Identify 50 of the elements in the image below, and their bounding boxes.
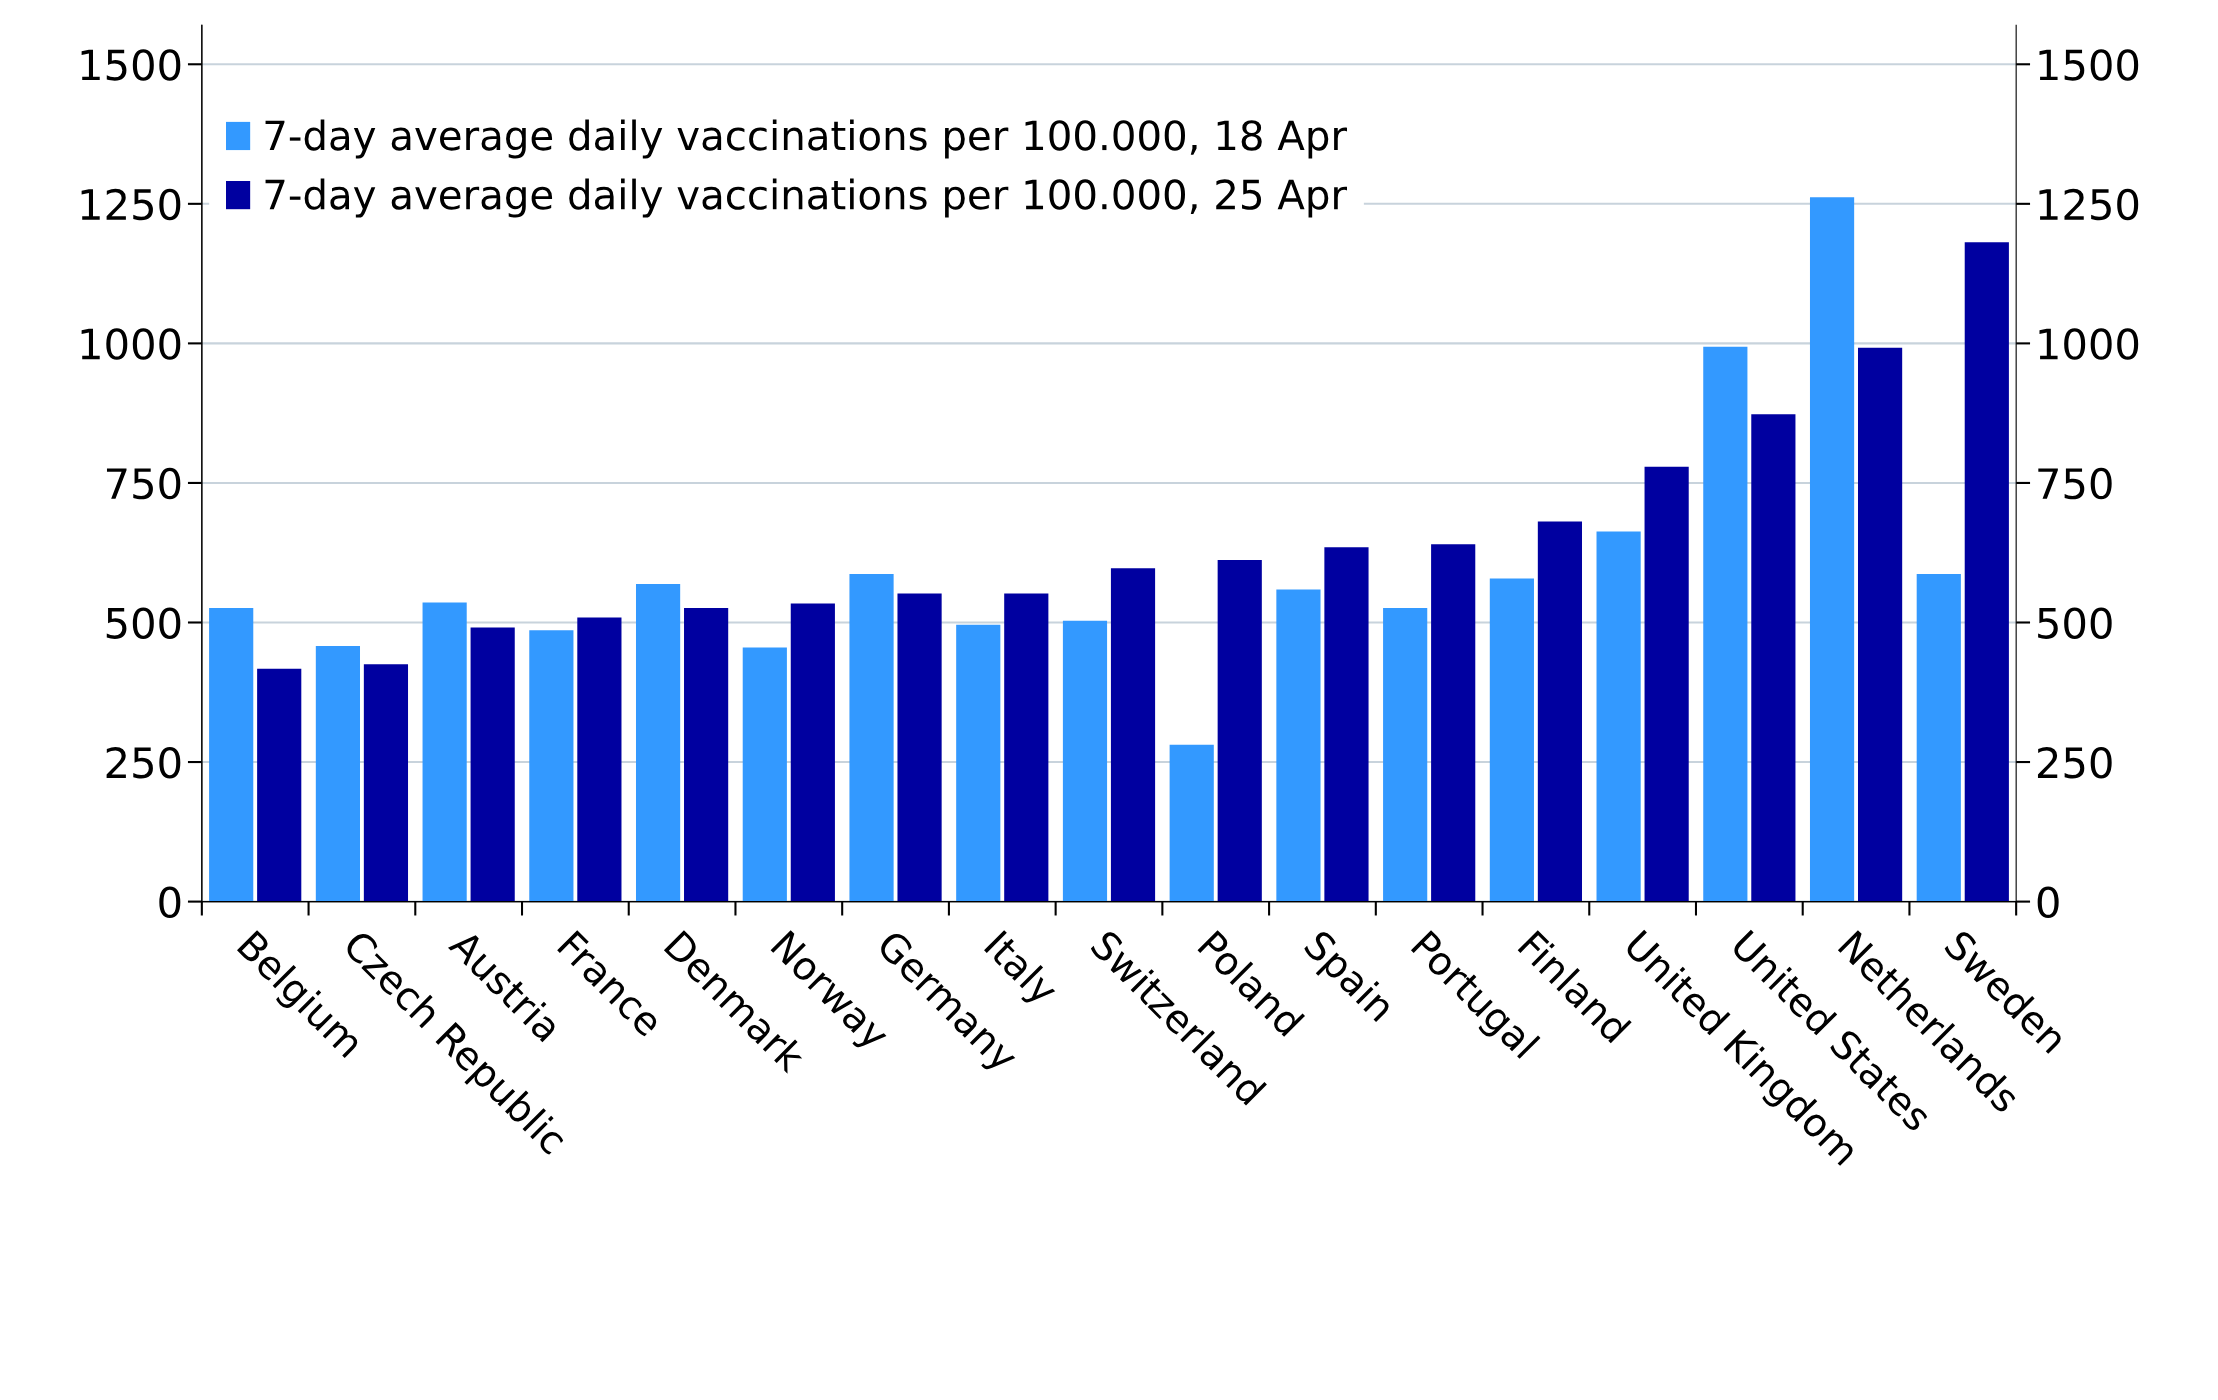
bar <box>1004 593 1049 902</box>
bar <box>363 664 409 902</box>
bar <box>1217 559 1262 902</box>
y2-tick-label: 250 <box>2037 746 2112 779</box>
bar <box>790 603 835 902</box>
legend-label: 7-day average daily vaccinations per 100.000, 25 Apr <box>265 178 1348 218</box>
bar <box>315 645 360 902</box>
y-tick-label: 0 <box>159 886 181 919</box>
legend-label: 7-day average daily vaccinations per 100.000, 18 Apr <box>265 119 1348 159</box>
bar <box>1858 347 1903 902</box>
bar <box>897 593 942 902</box>
bar <box>1809 197 1855 902</box>
bar <box>1324 547 1369 902</box>
bar <box>1964 242 2009 902</box>
bar <box>956 624 1001 902</box>
y-tick-label: 1500 <box>81 49 181 81</box>
bar <box>684 607 729 902</box>
y-tick-label: 1000 <box>81 328 181 360</box>
y2-tick-label: 500 <box>2038 607 2112 639</box>
y2-tick-label: 1000 <box>2039 328 2139 360</box>
y2-tick-label: 1250 <box>2039 188 2139 221</box>
bar <box>1062 620 1108 902</box>
bar <box>1916 573 1961 902</box>
y-tick-label: 250 <box>106 746 181 779</box>
y2-tick-label: 750 <box>2038 467 2112 500</box>
y-tick-label: 500 <box>106 607 181 639</box>
bar <box>209 607 254 902</box>
bar <box>1537 521 1582 902</box>
y2-tick-label: 1500 <box>2039 49 2139 81</box>
bar <box>1383 607 1428 902</box>
bar <box>1596 531 1641 902</box>
bar <box>636 583 681 902</box>
bar <box>257 668 302 902</box>
bar <box>1276 589 1321 902</box>
bar <box>470 627 515 902</box>
bar <box>529 630 574 902</box>
bar <box>577 617 622 902</box>
bar <box>742 647 787 902</box>
bar <box>849 573 894 902</box>
bar <box>1431 544 1476 902</box>
bar <box>1489 578 1534 902</box>
y-tick-label: 1250 <box>81 188 181 221</box>
y-tick-label: 750 <box>106 467 181 500</box>
bar <box>1751 414 1796 902</box>
bar <box>1110 568 1156 902</box>
y2-tick-label: 0 <box>2037 886 2059 919</box>
bar <box>1169 744 1214 902</box>
bar <box>422 602 467 902</box>
bar <box>1644 466 1689 902</box>
bar <box>1703 346 1748 902</box>
